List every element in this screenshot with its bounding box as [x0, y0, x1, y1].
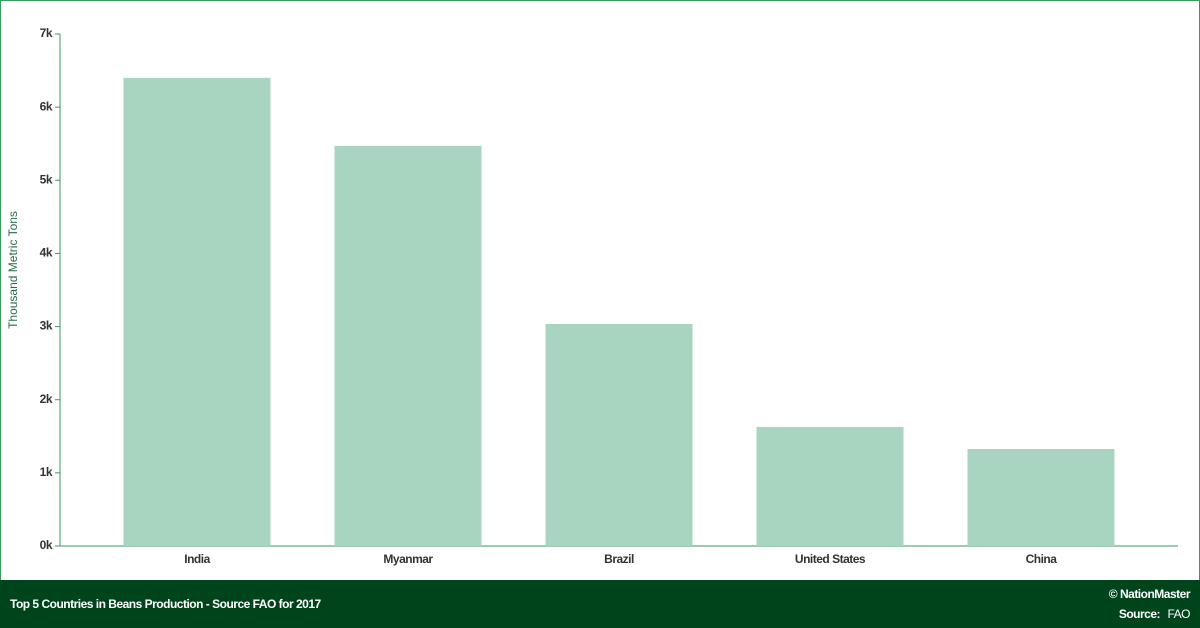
bar [967, 449, 1115, 546]
bar [756, 426, 904, 546]
x-tick-label: Myanmar [383, 552, 433, 566]
y-tick-label: 2k [40, 392, 53, 406]
y-tick-label: 3k [40, 319, 53, 333]
y-tick-label: 4k [40, 246, 53, 260]
y-tick-label: 7k [40, 26, 53, 40]
chart-title: Top 5 Countries in Beans Production - So… [10, 597, 321, 611]
bar [545, 324, 693, 546]
x-tick-label: China [1026, 552, 1058, 566]
x-tick-label: Brazil [604, 552, 634, 566]
bar [123, 77, 271, 546]
y-tick-label: 6k [40, 99, 53, 113]
y-tick-label: 1k [40, 465, 53, 479]
x-tick-label: India [184, 552, 210, 566]
y-tick-label: 5k [40, 172, 53, 186]
y-tick-label: 0k [40, 538, 53, 552]
source-label: Source: [1119, 607, 1160, 621]
source: FAO [1167, 607, 1190, 621]
x-tick-label: United States [795, 552, 866, 566]
bar [334, 145, 482, 546]
credit: © NationMaster [1109, 587, 1191, 601]
y-axis-label: Thousand Metric Tons [6, 211, 20, 329]
footer-bar [0, 580, 1200, 628]
